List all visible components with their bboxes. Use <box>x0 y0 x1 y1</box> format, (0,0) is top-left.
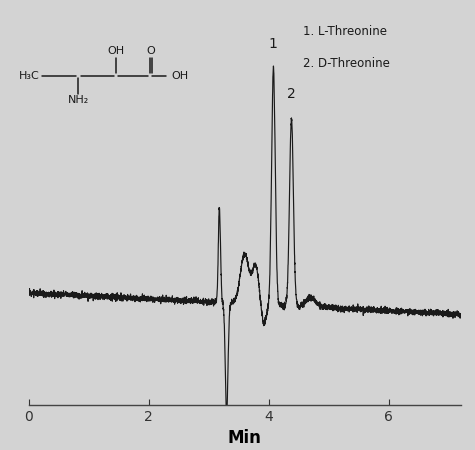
Text: H₃C: H₃C <box>19 71 39 81</box>
X-axis label: Min: Min <box>228 429 262 447</box>
Text: OH: OH <box>171 71 189 81</box>
Text: OH: OH <box>107 46 124 56</box>
Text: NH₂: NH₂ <box>68 95 89 105</box>
Text: O: O <box>146 46 155 56</box>
Text: 2: 2 <box>287 87 296 101</box>
Text: 1. L-Threonine: 1. L-Threonine <box>303 25 387 38</box>
Text: 1: 1 <box>268 37 277 51</box>
Text: 2. D-Threonine: 2. D-Threonine <box>303 57 390 70</box>
